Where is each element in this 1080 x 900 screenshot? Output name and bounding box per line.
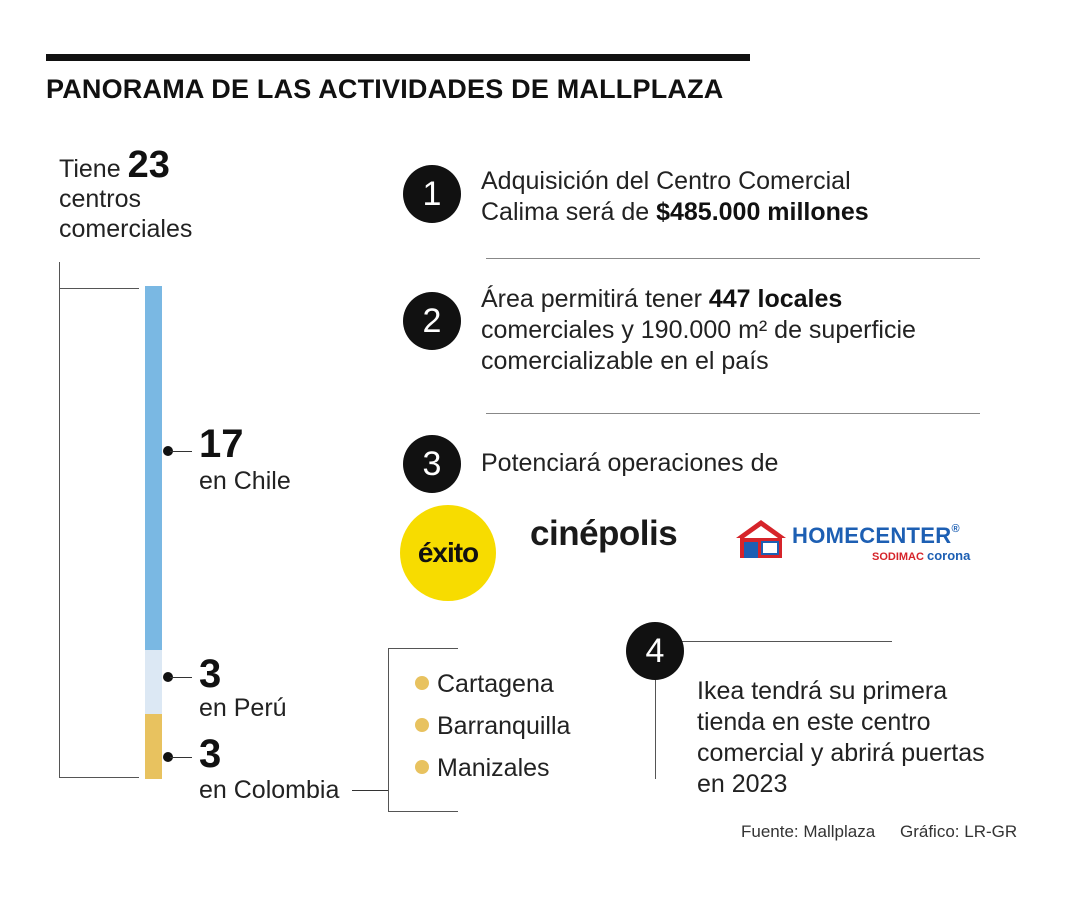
chile-dot <box>163 446 173 456</box>
item-4-side-line <box>655 641 656 779</box>
total-summary: Tiene 23 centros comerciales <box>59 146 193 244</box>
colombia-label: en Colombia <box>199 776 340 804</box>
colombia-tick <box>170 757 192 758</box>
exito-logo: éxito <box>400 505 496 601</box>
separator <box>486 413 980 414</box>
peru-dot <box>163 672 173 682</box>
total-count: 23 <box>127 144 170 186</box>
item-1-highlight: $485.000 millones <box>656 198 869 226</box>
item-3-number: 3 <box>403 435 461 493</box>
exito-logo-text: éxito <box>417 537 479 568</box>
separator <box>486 258 980 259</box>
bar-peru <box>145 650 162 714</box>
item-2-text: Área permitirá tener 447 locales comerci… <box>481 285 916 375</box>
item-4-top-line <box>655 641 892 642</box>
item-4-number: 4 <box>626 622 684 680</box>
city-dot <box>415 676 429 691</box>
bracket-top-line <box>59 288 139 289</box>
item-2-highlight: 447 locales <box>708 285 843 313</box>
total-line2: centros <box>59 185 141 213</box>
item-1-text: Adquisición del Centro Comercial Calima … <box>481 167 869 226</box>
city-dot <box>415 760 429 775</box>
total-line3: comerciales <box>59 215 193 243</box>
city-item: Barranquilla <box>415 712 570 741</box>
bracket-line <box>59 262 139 778</box>
colombia-connector <box>352 790 388 791</box>
colombia-dot <box>163 752 173 762</box>
source-note: Fuente: Mallplaza <box>741 822 876 841</box>
cities-bracket <box>388 648 458 812</box>
peru-tick <box>170 677 192 678</box>
city-item: Cartagena <box>415 670 554 699</box>
item-4-text: Ikea tendrá su primera tienda en este ce… <box>697 677 985 798</box>
chile-label: en Chile <box>199 467 291 495</box>
credit-note: Gráfico: LR-GR <box>900 822 1018 841</box>
bar-colombia <box>145 714 162 779</box>
chile-count: 17 <box>199 422 244 466</box>
chile-tick <box>170 451 192 452</box>
homecenter-house-icon <box>736 520 786 558</box>
bar-chile <box>145 286 162 650</box>
cinepolis-logo: cinépolis <box>530 514 678 553</box>
page-title: PANORAMA DE LAS ACTIVIDADES DE MALLPLAZA <box>46 74 724 104</box>
sodimac-corona-logo: SODIMAC corona <box>872 548 971 563</box>
colombia-count: 3 <box>199 732 222 776</box>
item-2-number: 2 <box>403 292 461 350</box>
item-1-number: 1 <box>403 165 461 223</box>
peru-count: 3 <box>199 652 222 696</box>
city-dot <box>415 718 429 733</box>
top-rule <box>46 54 750 61</box>
total-prefix: Tiene <box>59 155 121 183</box>
peru-label: en Perú <box>199 694 287 722</box>
item-3-text: Potenciará operaciones de <box>481 449 779 477</box>
city-item: Manizales <box>415 754 550 783</box>
homecenter-logo: HOMECENTER® <box>792 523 960 548</box>
